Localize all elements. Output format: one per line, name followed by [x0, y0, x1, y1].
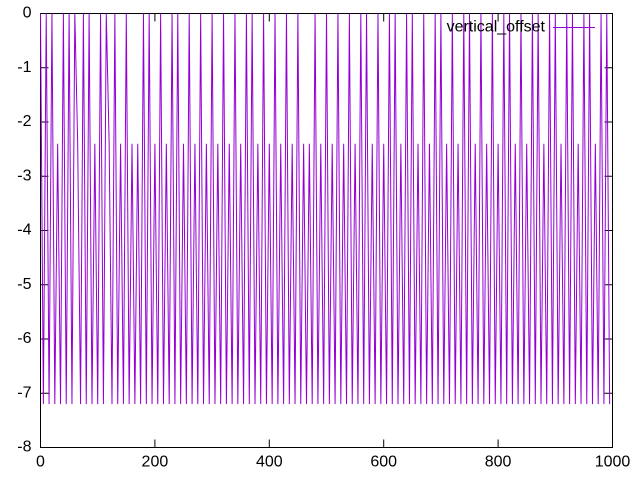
y-tick-label: 0 [23, 5, 32, 22]
y-tick-label: -8 [17, 439, 31, 456]
x-tick-label: 0 [36, 454, 45, 471]
x-tick-label: 200 [142, 454, 169, 471]
y-tick-label: -1 [17, 59, 31, 76]
x-tick-label: 400 [256, 454, 283, 471]
y-tick-label: -2 [17, 113, 31, 130]
x-tick-label: 600 [370, 454, 397, 471]
y-tick-label: -3 [17, 167, 31, 184]
y-tick-label: -4 [17, 222, 31, 239]
legend-label: vertical_offset [447, 19, 546, 36]
y-tick-label: -6 [17, 330, 31, 347]
y-tick-label: -5 [17, 276, 31, 293]
x-tick-label: 1000 [595, 454, 631, 471]
x-tick-label: 800 [485, 454, 512, 471]
data-line [40, 13, 611, 405]
y-tick-label: -7 [17, 384, 31, 401]
